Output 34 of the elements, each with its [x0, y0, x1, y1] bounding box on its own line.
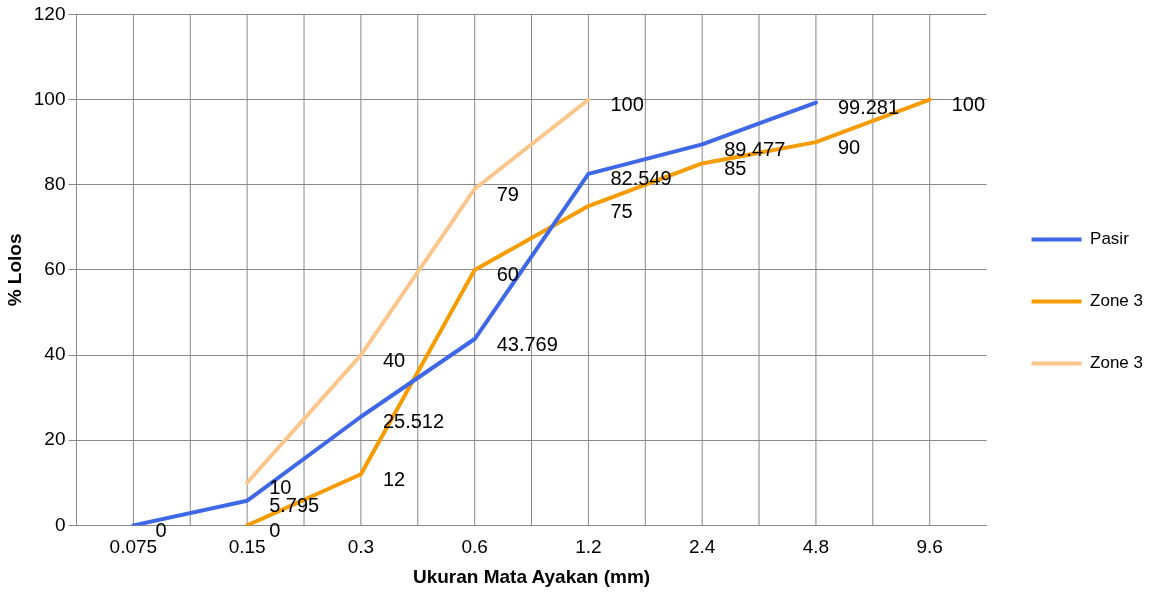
x-tick-label: 4.8: [802, 536, 830, 558]
x-tick-label: 0.3: [347, 536, 375, 558]
y-tick-label: 80: [44, 172, 66, 194]
data-label: 43.769: [496, 332, 558, 355]
data-label: 79: [496, 182, 519, 205]
data-label: 40: [382, 348, 406, 371]
y-axis-title: % Lolos: [3, 233, 25, 307]
data-label: 100: [610, 93, 644, 116]
y-tick-label: 60: [44, 258, 66, 280]
x-tick-label: 0.15: [228, 536, 266, 558]
y-tick-label: 20: [44, 428, 66, 450]
x-axis-title: Ukuran Mata Ayakan (mm): [412, 565, 651, 587]
data-label: 12: [382, 467, 406, 490]
y-tick-label: 0: [54, 513, 66, 535]
legend-label: Pasir: [1090, 229, 1130, 249]
x-tick-label: 9.6: [916, 536, 943, 558]
y-tick-label: 120: [33, 2, 66, 24]
data-label: 75: [610, 199, 633, 222]
data-label: 0: [155, 518, 167, 541]
x-tick-label: 2.4: [688, 536, 716, 558]
data-label: 0: [269, 518, 281, 541]
x-tick-label: 0.6: [461, 536, 488, 558]
data-label: 90: [837, 135, 861, 158]
y-tick-label: 40: [44, 343, 66, 365]
data-label: 60: [496, 263, 519, 286]
data-label: 10: [269, 476, 292, 499]
data-label: 99.281: [837, 96, 900, 119]
y-tick-label: 100: [33, 87, 66, 109]
x-tick-label: 0.075: [109, 536, 158, 558]
legend-label: Zone 3: [1090, 353, 1144, 373]
data-label: 100: [951, 93, 986, 116]
data-label: 85: [724, 156, 747, 179]
legend-label: Zone 3: [1090, 291, 1144, 311]
x-tick-label: 1.2: [575, 536, 602, 558]
